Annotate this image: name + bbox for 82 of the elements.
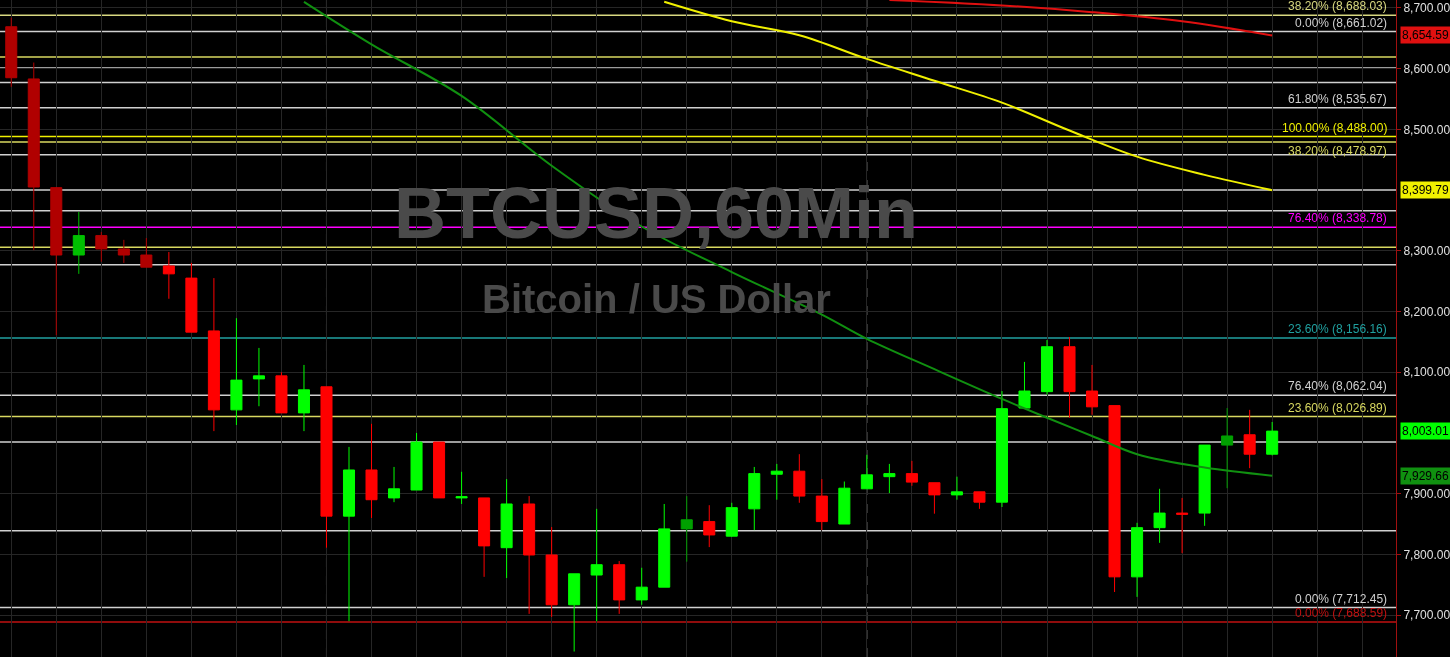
candlestick [995, 390, 1008, 508]
candlestick [770, 463, 783, 501]
candlestick [815, 478, 828, 531]
text: 8,399.79 [1402, 183, 1450, 197]
candlestick [230, 317, 243, 426]
candlestick [680, 495, 693, 563]
ref-line-label: 0.00% (8,661.02) [1295, 16, 1388, 30]
y-tick-label: 8,100.00 [1403, 365, 1450, 380]
candlestick [905, 460, 918, 487]
candlestick [568, 573, 581, 653]
candlestick [793, 453, 806, 504]
candlestick [1153, 488, 1166, 544]
y-tick-label: 7,900.00 [1403, 486, 1450, 501]
ref-line-label: 23.60% (8,156.16) [1288, 322, 1387, 336]
candlestick [883, 463, 896, 494]
ref-line-label: 76.40% (8,338.78) [1288, 211, 1387, 225]
candlestick [72, 211, 85, 275]
y-tick-label: 8,300.00 [1403, 243, 1450, 258]
candlestick [297, 364, 310, 432]
candlestick [433, 441, 446, 499]
candlestick [410, 432, 423, 491]
y-tick-label: 8,500.00 [1403, 122, 1450, 137]
candlestick [1243, 409, 1256, 469]
y-tick-label: 7,800.00 [1403, 547, 1450, 562]
candlestick [342, 446, 356, 622]
candlestick [50, 186, 63, 336]
candlestick [500, 478, 513, 579]
candlestick [1040, 339, 1054, 396]
candlestick [455, 471, 468, 505]
candlestick [950, 476, 963, 501]
candlestick [1198, 444, 1211, 527]
candlestick [658, 503, 671, 588]
candlestick [590, 508, 603, 622]
candlestick [27, 62, 40, 251]
candlestick [1131, 522, 1144, 598]
y-tick-label: 8,700.00 [1403, 1, 1450, 16]
candlestick [1086, 364, 1099, 416]
y-tick-label: 8,600.00 [1403, 61, 1450, 76]
candlestick [207, 277, 220, 432]
candlestick [613, 560, 626, 615]
candlestick [388, 466, 401, 503]
candlestick [1176, 497, 1189, 554]
candlestick [838, 481, 851, 525]
candlestick [117, 239, 130, 264]
ref-line-label: 61.80% (8,535.67) [1288, 92, 1387, 106]
candlestick [725, 502, 738, 538]
candlestick [162, 251, 175, 300]
candlestick [748, 466, 761, 531]
candlestick [635, 567, 648, 606]
ref-line-label: 0.00% (7,688.59) [1295, 606, 1388, 620]
candlestick [320, 386, 333, 549]
line-series [302, 0, 1274, 477]
candlestick [860, 454, 873, 490]
candlestick [1221, 407, 1234, 489]
candlestick [185, 262, 198, 333]
candlestick [523, 495, 536, 615]
ref-line-label: 0.00% (7,712.45) [1295, 592, 1388, 606]
ref-line-label: 38.20% (8,688.03) [1288, 0, 1387, 13]
text: 8,003.01 [1402, 424, 1449, 438]
candlestick [1018, 361, 1031, 409]
candlestick [252, 347, 265, 407]
y-tick-label: 8,200.00 [1403, 304, 1450, 319]
ref-line-label: 100.00% (8,488.00) [1282, 121, 1388, 135]
ref-line-label: 23.60% (8,026.89) [1288, 401, 1387, 415]
line-series [888, 0, 1274, 37]
candlestick [5, 17, 18, 88]
candlestick [140, 237, 153, 268]
text: 7,929.66 [1402, 469, 1450, 483]
y-tick-label: 7,700.00 [1403, 608, 1450, 623]
candlestick [928, 482, 941, 515]
candlestick [478, 497, 491, 578]
candlestick [1063, 336, 1076, 419]
candlestick [1266, 421, 1279, 456]
text: 8,654.59 [1402, 28, 1450, 42]
candlestick [365, 423, 378, 519]
ref-line-label: 76.40% (8,062.04) [1288, 379, 1387, 393]
candlestick [973, 491, 986, 510]
candlestick [703, 504, 716, 548]
candlestick [545, 526, 558, 618]
candlestick [1108, 405, 1121, 593]
candlestick [275, 371, 288, 414]
candlestick [95, 231, 108, 263]
